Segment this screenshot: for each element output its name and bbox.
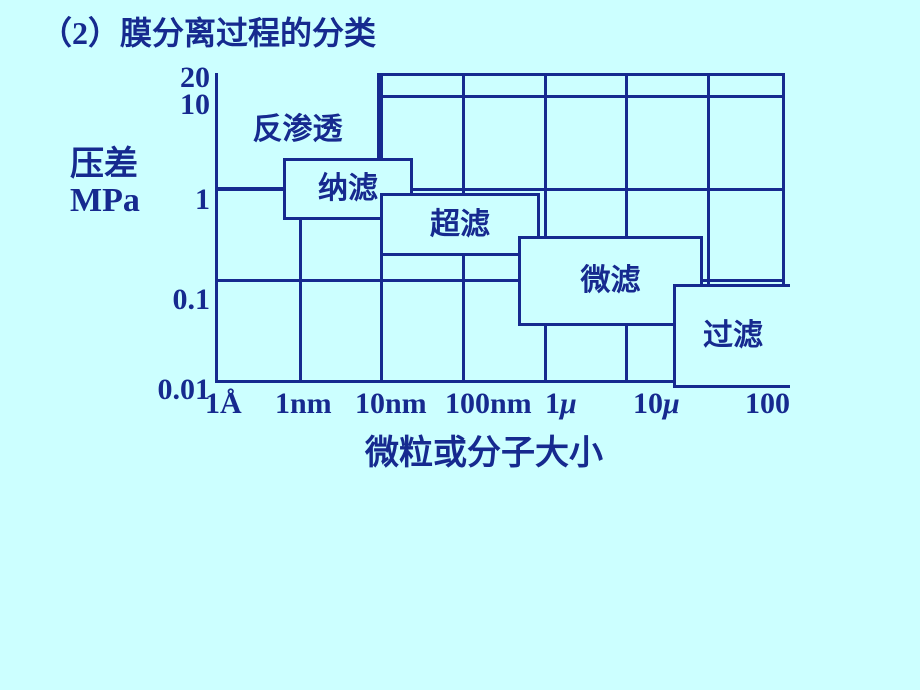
y-axis-ticks: 201010.10.01 (70, 55, 210, 380)
x-axis-title: 微粒或分子大小 (365, 425, 603, 474)
y-tick-label: 10 (180, 90, 210, 120)
region-ultrafiltration: 超滤 (380, 193, 540, 256)
y-tick-label: 0.01 (158, 375, 211, 405)
x-tick-label: 1Å (205, 387, 242, 421)
x-tick-label: 100 (745, 387, 790, 421)
region-filtration: 过滤 (673, 284, 790, 388)
x-axis-ticks: 1Å1nm10nm100nm1μ10μ100 (215, 387, 835, 427)
chart-plot-area: 反渗透纳滤超滤微滤过滤 (215, 73, 785, 383)
x-tick-label: 10nm (355, 387, 427, 421)
membrane-classification-chart: 压差 MPa 201010.10.01 反渗透纳滤超滤微滤过滤 1Å1nm10n… (70, 55, 900, 495)
x-tick-label: 10μ (633, 387, 680, 421)
x-tick-label: 100nm (445, 387, 532, 421)
x-tick-label: 1nm (275, 387, 332, 421)
grid-line-vertical (625, 76, 628, 380)
page-title: （2）膜分离过程的分类 (40, 8, 376, 54)
x-tick-label: 1μ (545, 387, 577, 421)
y-tick-label: 1 (195, 185, 210, 215)
grid-line-vertical (544, 76, 547, 380)
y-tick-label: 0.1 (173, 285, 211, 315)
